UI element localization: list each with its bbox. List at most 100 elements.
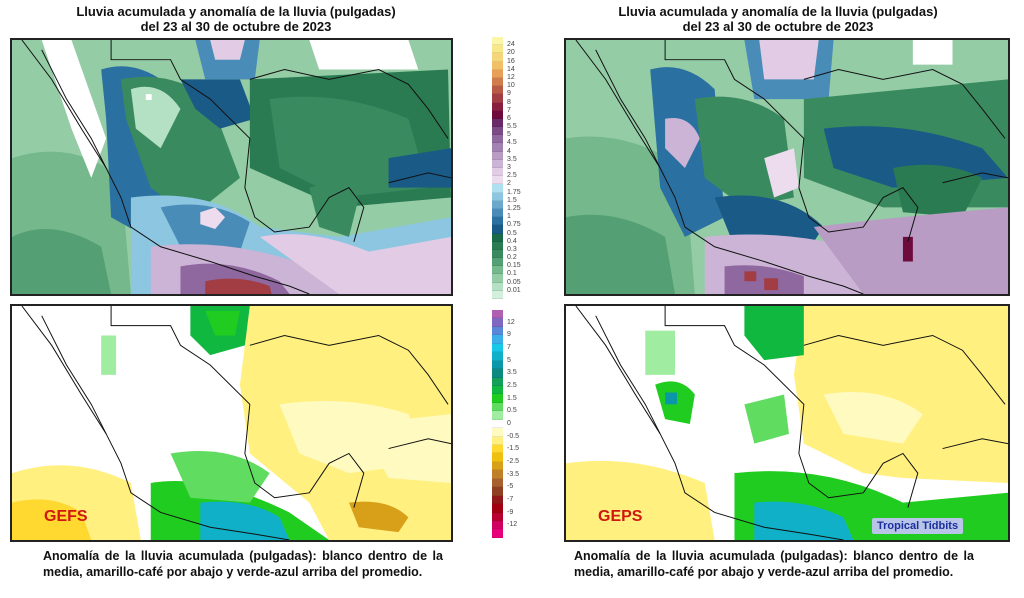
colorbar-swatch <box>492 318 503 327</box>
colorbar-tick-label: 20 <box>507 49 515 57</box>
colorbar-swatch <box>492 436 503 445</box>
colorbar-swatch <box>492 529 503 538</box>
left-title-line2: del 23 al 30 de octubre de 2023 <box>140 19 332 34</box>
gefs-anomaly-field <box>12 306 451 540</box>
right-caption: Anomalía de la lluvia acumulada (pulgada… <box>574 549 974 579</box>
colorbar-tick-label: 1 <box>507 213 511 221</box>
colorbar-tick-label: 0.5 <box>507 229 517 237</box>
colorbar-swatch <box>492 192 503 201</box>
colorbar-swatch <box>492 61 503 70</box>
colorbar-tick-label: 0.15 <box>507 262 521 270</box>
colorbar-swatch <box>492 184 503 193</box>
colorbar-tick-label: 0.05 <box>507 278 521 286</box>
colorbar-tick-label: 0.01 <box>507 286 521 294</box>
colorbar-tick-label: 2.5 <box>507 382 517 389</box>
colorbar-swatch <box>492 402 503 412</box>
colorbar-swatch <box>492 369 503 378</box>
colorbar-swatch <box>492 512 503 521</box>
colorbar-tick-label: -0.5 <box>507 432 520 440</box>
colorbar-tick-label: 9 <box>507 331 511 339</box>
colorbar-swatch <box>492 282 503 291</box>
colorbar-swatch <box>492 453 503 462</box>
colorbar-tick-label: 14 <box>507 65 515 73</box>
colorbar-tick-label: 4.5 <box>507 139 517 147</box>
colorbar-swatch <box>492 86 503 95</box>
colorbar-tick-label: -9 <box>507 508 514 516</box>
geps-anomaly-map: GEPS Tropical Tidbits <box>564 304 1010 542</box>
colorbar-tick-label: 3.5 <box>507 369 517 377</box>
colorbar-swatch <box>492 135 503 144</box>
colorbar-swatch <box>492 208 503 218</box>
colorbar-tick-label: 1.5 <box>507 196 517 204</box>
colorbar-tick-label: 4 <box>507 147 511 155</box>
colorbar-tick-label: 10 <box>507 82 515 90</box>
colorbar-swatch <box>492 77 503 87</box>
colorbar-tick-label: -12 <box>507 521 518 529</box>
colorbar-swatch <box>492 37 503 46</box>
colorbar-swatch <box>492 233 503 242</box>
colorbar-swatch <box>492 487 503 496</box>
model-label-geps: GEPS <box>598 508 643 525</box>
colorbar-swatch <box>492 411 503 420</box>
colorbar-swatch <box>492 326 503 336</box>
right-title-line2: del 23 al 30 de octubre de 2023 <box>682 19 874 34</box>
colorbar-swatch <box>492 495 503 505</box>
geps-anomaly-field <box>566 306 1008 540</box>
colorbar-tick-label: 0 <box>507 420 511 427</box>
colorbar-swatch <box>492 151 503 160</box>
colorbar-tick-label: -5 <box>507 483 514 491</box>
colorbar-swatch <box>492 360 503 370</box>
colorbar-tick-label: 5 <box>507 356 511 364</box>
colorbar-swatch <box>492 110 503 119</box>
colorbar-swatch <box>492 352 503 361</box>
colorbar-swatch <box>492 504 503 513</box>
colorbar-tick-label: 7 <box>507 106 511 114</box>
colorbar-tick-label: -1.5 <box>507 445 520 453</box>
geps-accumulated-map <box>564 38 1010 296</box>
colorbar-swatch <box>492 419 503 429</box>
colorbar-tick-label: -7 <box>507 496 514 503</box>
colorbar-swatch <box>492 176 503 185</box>
anomaly-colorbar <box>492 310 503 538</box>
left-caption: Anomalía de la lluvia acumulada (pulgada… <box>43 549 443 579</box>
colorbar-tick-label: 0.1 <box>507 270 517 278</box>
colorbar-tick-label: 0.3 <box>507 245 517 253</box>
colorbar-swatch <box>492 143 503 152</box>
colorbar-tick-label: 0.2 <box>507 254 517 262</box>
colorbar-swatch <box>492 394 503 403</box>
colorbar-swatch <box>492 266 503 275</box>
colorbar-tick-label: 12 <box>507 73 515 81</box>
gefs-accumulated-field <box>12 40 451 294</box>
colorbar-tick-label: 0.5 <box>507 407 517 415</box>
colorbar-tick-label: 16 <box>507 57 515 65</box>
colorbar-swatch <box>492 335 503 344</box>
colorbar-tick-label: 2 <box>507 180 511 188</box>
colorbar-tick-label: 9 <box>507 90 511 98</box>
geps-accumulated-field <box>566 40 1008 294</box>
colorbar-swatch <box>492 310 503 319</box>
colorbar-swatch <box>492 258 503 267</box>
colorbar-swatch <box>492 53 503 62</box>
colorbar-swatch <box>492 102 503 111</box>
colorbar-tick-label: 1.75 <box>507 188 521 196</box>
colorbar-tick-label: -3.5 <box>507 470 520 478</box>
tropical-tidbits-watermark: Tropical Tidbits <box>872 518 964 534</box>
colorbar-swatch <box>492 217 503 226</box>
gefs-anomaly-map: GEFS <box>10 304 453 542</box>
colorbar-swatch <box>492 127 503 136</box>
colorbar-swatch <box>492 69 503 78</box>
colorbar-tick-label: 5 <box>507 131 511 139</box>
colorbar-swatch <box>492 249 503 259</box>
colorbar-swatch <box>492 461 503 471</box>
colorbar-tick-label: 24 <box>507 41 515 49</box>
right-title-line1: Lluvia acumulada y anomalía de la lluvia… <box>618 4 938 19</box>
colorbar-swatch <box>492 118 503 128</box>
colorbar-swatch <box>492 445 503 454</box>
colorbar-tick-label: 6 <box>507 114 511 122</box>
colorbar-swatch <box>492 343 503 353</box>
colorbar-tick-label: 3.5 <box>507 155 517 163</box>
colorbar-tick-label: 8 <box>507 98 511 106</box>
colorbar-swatch <box>492 241 503 250</box>
colorbar-tick-label: 3 <box>507 164 511 171</box>
colorbar-tick-label: 5.5 <box>507 123 517 131</box>
